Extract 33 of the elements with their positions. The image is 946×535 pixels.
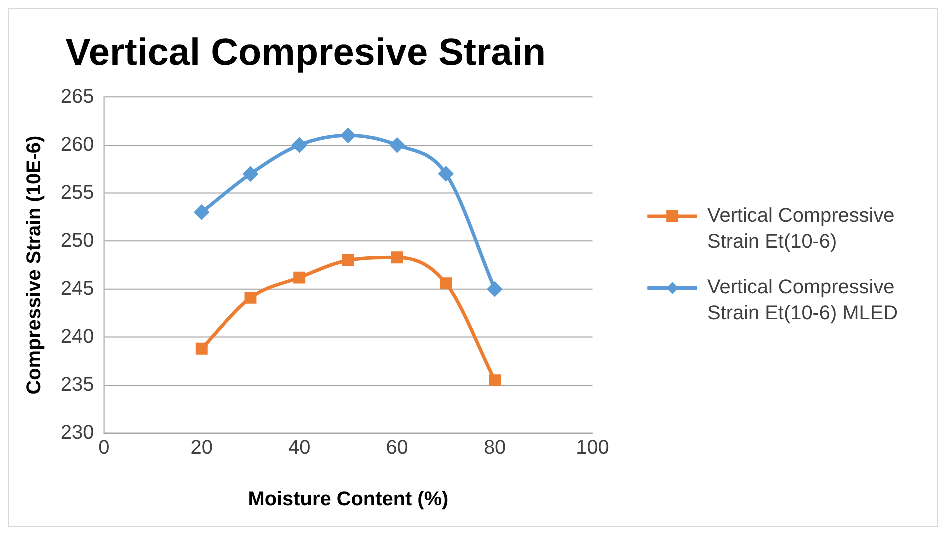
y-axis-title: Compressive Strain (10E-6) [23, 136, 46, 395]
point [438, 166, 454, 182]
x-tick-label: 60 [386, 436, 408, 459]
legend-label: Vertical Compressive Strain Et(10-6) MLED [707, 276, 898, 325]
point [196, 342, 208, 355]
point [488, 282, 502, 297]
y-tick-label: 265 [60, 86, 94, 108]
legend-label: Vertical Compressive Strain Et(10-6) [707, 205, 895, 253]
y-tick-label: 260 [60, 134, 94, 156]
y-tick-label: 240 [60, 326, 94, 348]
point [440, 278, 452, 290]
y-tick-label: 255 [60, 182, 94, 204]
point [391, 252, 404, 264]
point [292, 138, 307, 152]
y-tick-label: 250 [60, 230, 94, 252]
point [244, 166, 258, 182]
y-tick-label: 235 [60, 374, 94, 396]
chart-title: Vertical Compresive Strain [66, 32, 546, 74]
y-tick-label: 230 [60, 422, 94, 444]
point [294, 272, 306, 284]
x-tick-label: 40 [288, 436, 311, 459]
point [489, 374, 502, 387]
x-axis-title: Moisture Content (%) [248, 488, 449, 511]
point [244, 292, 257, 304]
x-tick-label: 0 [98, 436, 110, 459]
x-tick-label: 20 [190, 436, 213, 459]
point [194, 205, 210, 220]
y-tick-label: 245 [60, 278, 94, 300]
x-tick-label: 80 [484, 436, 506, 459]
x-tick-label: 100 [576, 436, 610, 459]
point [341, 128, 356, 143]
point [342, 254, 354, 266]
point [390, 138, 405, 152]
